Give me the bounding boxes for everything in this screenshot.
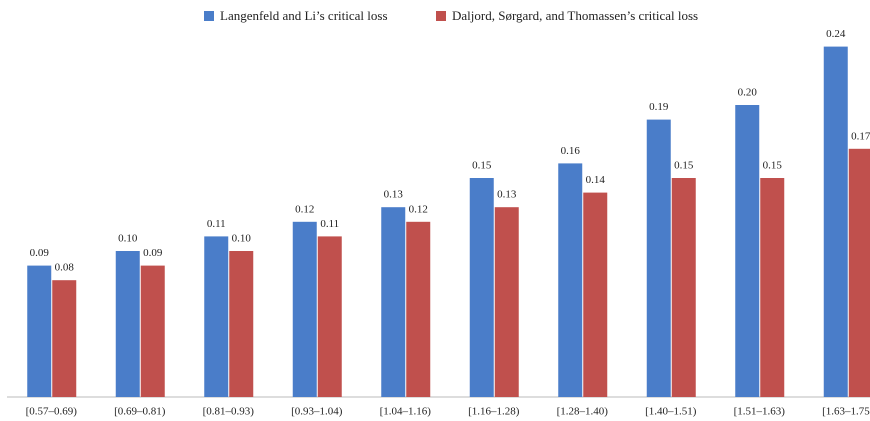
value-label: 0.10 [118, 233, 138, 245]
bar [140, 265, 165, 397]
value-label: 0.10 [232, 233, 252, 245]
bar [558, 163, 583, 397]
value-label: 0.15 [763, 160, 783, 172]
bar [823, 46, 848, 397]
value-label: 0.08 [55, 262, 75, 274]
x-tick-label: [0.81–0.93) [203, 406, 255, 418]
bar [292, 221, 317, 397]
value-label: 0.24 [826, 28, 846, 40]
value-label: 0.12 [409, 203, 428, 215]
value-label: 0.15 [472, 160, 492, 172]
bar [848, 148, 870, 397]
bar [317, 236, 342, 397]
x-tick-label: [0.57–0.69) [26, 406, 78, 418]
bar [583, 192, 608, 397]
value-label: 0.19 [649, 101, 669, 113]
x-tick-label: [1.16–1.28) [468, 406, 520, 418]
legend-label: Langenfeld and Li’s critical loss [220, 8, 388, 23]
value-label: 0.13 [384, 189, 404, 201]
value-label: 0.17 [851, 130, 870, 142]
bar [381, 207, 406, 397]
bar [115, 251, 140, 397]
value-label: 0.14 [586, 174, 606, 186]
x-tick-label: [1.51–1.63) [734, 406, 786, 418]
x-tick-label: [1.28–1.40) [557, 406, 609, 418]
value-label: 0.09 [30, 247, 50, 259]
x-tick-label: [1.04–1.16) [380, 406, 432, 418]
bar [27, 265, 52, 397]
bar [229, 251, 254, 397]
value-label: 0.12 [295, 203, 314, 215]
legend-swatch-0 [204, 11, 214, 21]
bar [469, 178, 494, 397]
bar [494, 207, 519, 397]
x-tick-label: [0.93–1.04) [291, 406, 343, 418]
bar [646, 119, 671, 397]
bar [52, 280, 77, 397]
value-label: 0.11 [207, 218, 226, 230]
value-label: 0.16 [561, 145, 581, 157]
value-label: 0.13 [497, 189, 517, 201]
x-tick-label: [0.69–0.81) [114, 406, 166, 418]
value-label: 0.11 [320, 218, 339, 230]
legend-swatch-1 [436, 11, 446, 21]
x-tick-label: [1.63–1.75] [822, 406, 870, 418]
value-label: 0.20 [738, 87, 758, 99]
bar [760, 178, 785, 397]
legend-label: Daljord, Sørgard, and Thomassen’s critic… [452, 8, 698, 23]
bar [735, 105, 760, 397]
value-label: 0.15 [674, 160, 694, 172]
value-label: 0.09 [143, 247, 163, 259]
bar [204, 236, 229, 397]
bar [671, 178, 696, 397]
x-tick-label: [1.40–1.51) [645, 406, 697, 418]
bar [406, 221, 431, 397]
